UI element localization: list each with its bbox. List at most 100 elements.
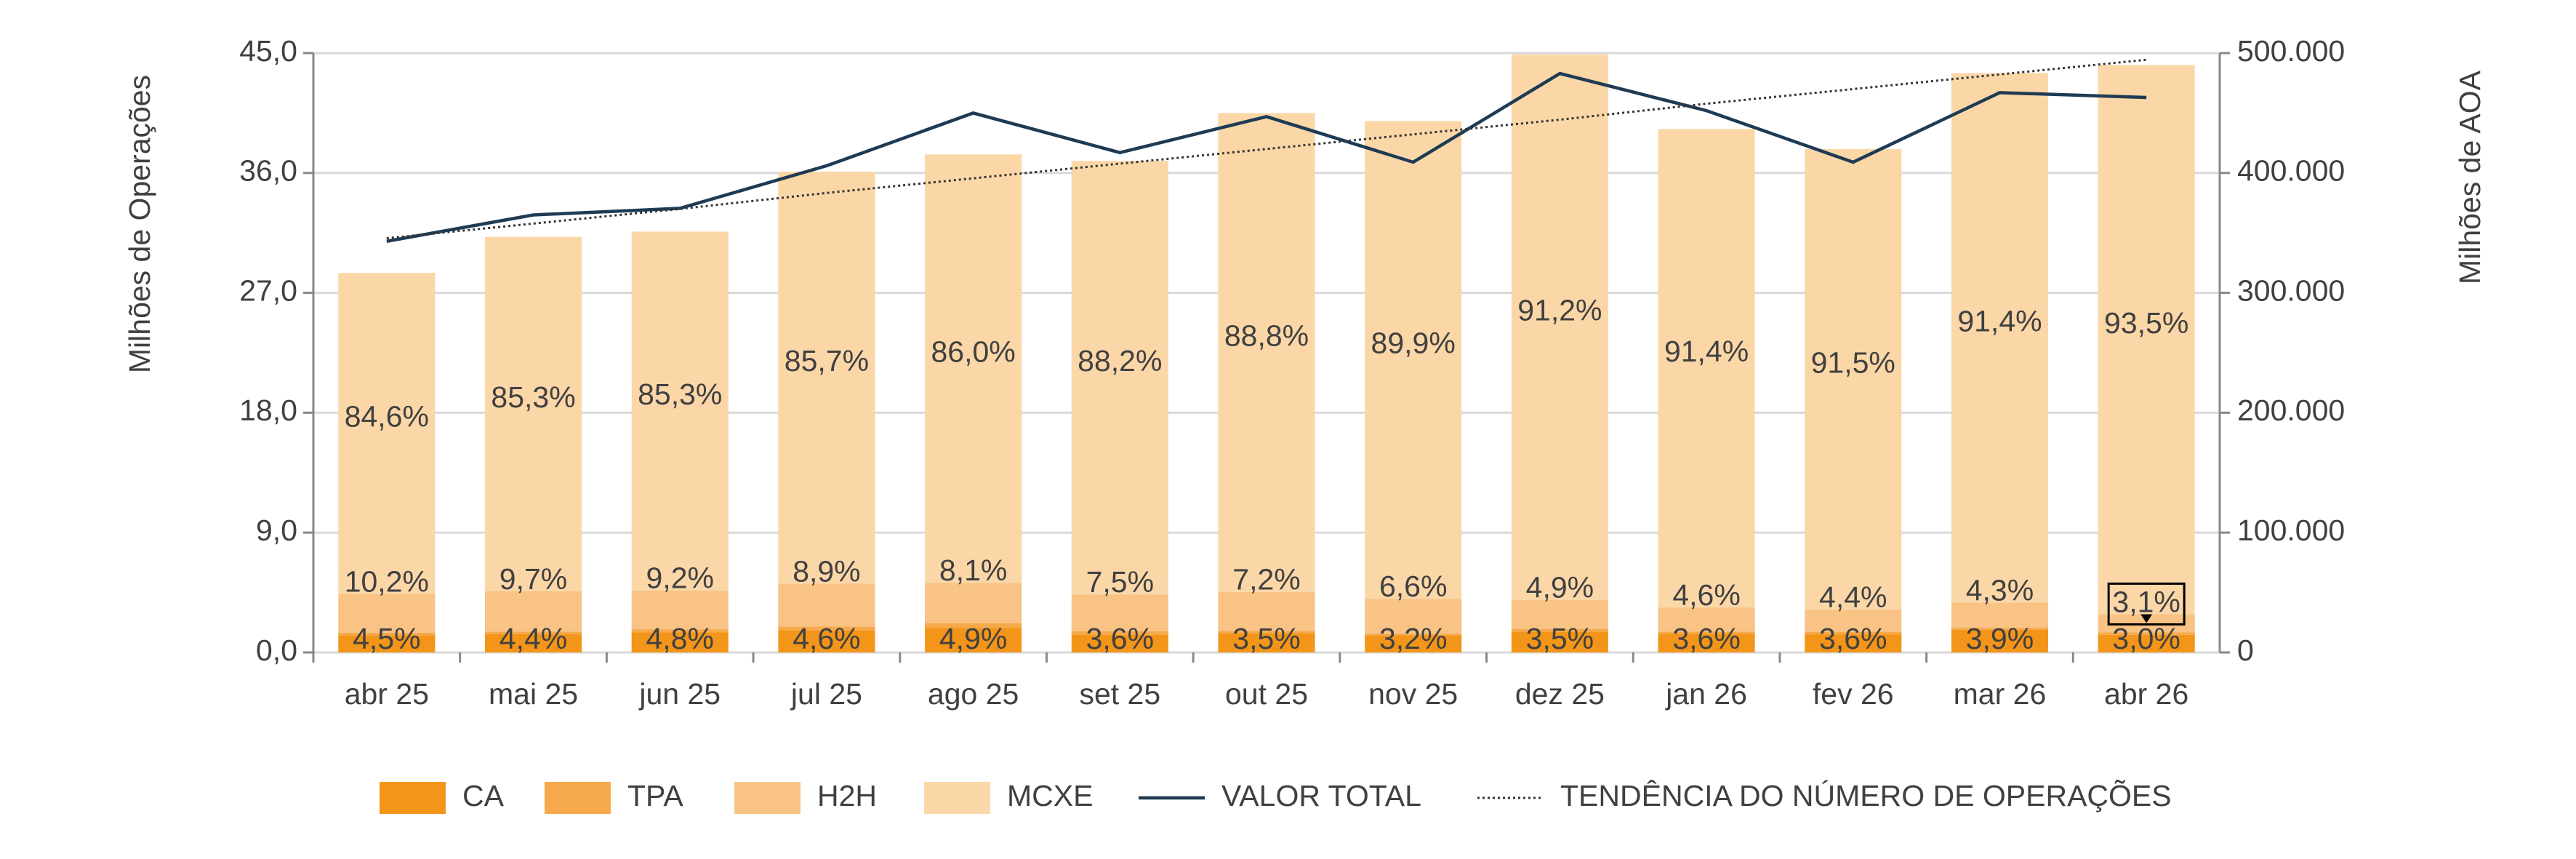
bar-segment [1365, 634, 1462, 636]
share-label: 3,5% [1526, 622, 1594, 655]
bar-segment [1658, 634, 1755, 652]
legend-label: CA [462, 779, 505, 812]
share-label: 93,5% [2104, 306, 2188, 340]
legend-swatch [734, 782, 801, 814]
bar-segment [925, 628, 1022, 652]
share-label: 3,1% [2112, 585, 2180, 618]
bar-segment [2098, 632, 2195, 635]
bar-segment [925, 583, 1022, 623]
bar-segment [1951, 602, 2049, 628]
bar-segment [484, 634, 582, 652]
share-label: 7,5% [1086, 565, 1154, 599]
bar-segment [1658, 129, 1755, 608]
x-tick-label: mai 25 [489, 677, 578, 711]
y2-tick-label: 100.000 [2237, 514, 2345, 547]
share-label: 91,2% [1517, 294, 1602, 327]
share-label: 4,4% [499, 622, 567, 655]
bar-segment [1071, 161, 1168, 595]
share-label: 91,4% [1957, 304, 2042, 337]
bar-segment [484, 591, 582, 632]
bar-segment [925, 154, 1022, 583]
y2-tick-label: 400.000 [2237, 154, 2345, 188]
bar-segment [1071, 631, 1168, 635]
bar-segment [1511, 54, 1608, 600]
bar-segment [631, 231, 729, 591]
y2-tick-label: 0 [2237, 634, 2254, 667]
bar-segment [1511, 631, 1608, 652]
share-label: 8,9% [793, 554, 860, 588]
bar-segment [1951, 73, 2049, 603]
share-label: 86,0% [931, 335, 1015, 369]
bar-segment [1805, 610, 1902, 632]
share-label: 4,8% [646, 622, 714, 655]
bar-segment [1658, 607, 1755, 632]
bar-segment [1071, 634, 1168, 652]
bar-segment [1365, 121, 1462, 599]
share-label: 7,2% [1232, 563, 1300, 596]
share-label: 10,2% [345, 564, 429, 598]
share-label: 9,7% [499, 562, 567, 596]
bar-segment [778, 583, 875, 627]
x-tick-label: mar 26 [1954, 677, 2047, 711]
share-label: 85,3% [638, 377, 722, 411]
x-tick-label: set 25 [1079, 677, 1160, 711]
share-label: 3,9% [1966, 622, 2034, 655]
bar-segment [778, 626, 875, 631]
bar-segment [1805, 631, 1902, 635]
bar-segment [1951, 629, 2049, 652]
bar-segment [1658, 631, 1755, 634]
share-label: 4,9% [1526, 570, 1594, 604]
y-tick-label: 45,0 [239, 34, 297, 68]
share-label: 88,8% [1224, 319, 1309, 352]
bar-segment [484, 236, 582, 591]
share-label: 3,2% [1379, 622, 1447, 655]
share-label: 4,3% [1966, 573, 2034, 607]
x-tick-label: jun 25 [638, 677, 721, 711]
share-label: 4,6% [1672, 578, 1740, 612]
share-label: 9,2% [646, 562, 714, 595]
bar-segment [338, 594, 436, 633]
share-label: 84,6% [345, 400, 429, 434]
annotation-box [2107, 582, 2186, 626]
x-tick-label: jan 26 [1665, 677, 1747, 711]
share-label: 88,2% [1078, 344, 1162, 377]
bar-segment [631, 629, 729, 633]
legend-label: VALOR TOTAL [1221, 779, 1421, 812]
bar-segment [1218, 591, 1315, 631]
y2-axis-title: Milhões de AOA [2453, 70, 2487, 284]
x-tick-label: out 25 [1225, 677, 1308, 711]
share-label: 8,1% [939, 554, 1007, 587]
x-tick-label: abr 25 [345, 677, 429, 711]
bar-segment [1805, 148, 1902, 610]
bar-segment [1218, 633, 1315, 652]
share-label: 3,5% [1232, 622, 1300, 655]
y-tick-label: 27,0 [239, 273, 297, 307]
bar-segment [1365, 599, 1462, 634]
bar-segment [1218, 113, 1315, 592]
y-tick-label: 9,0 [256, 514, 297, 547]
share-label: 3,0% [2112, 622, 2180, 655]
bar-segment [338, 273, 436, 594]
legend-swatch [924, 782, 990, 814]
bar-segment [1511, 628, 1608, 632]
legend-label: TENDÊNCIA DO NÚMERO DE OPERAÇÕES [1560, 779, 2172, 812]
bar-segment [338, 632, 436, 636]
bar-segment [2098, 634, 2195, 652]
bar-segment [925, 623, 1022, 628]
share-label: 85,7% [785, 344, 869, 377]
bar-segment [338, 635, 436, 652]
x-tick-label: abr 26 [2104, 677, 2188, 711]
bar-segment [631, 590, 729, 630]
y-tick-label: 18,0 [239, 393, 297, 427]
share-label: 89,9% [1371, 327, 1456, 360]
bar-segment [1218, 631, 1315, 634]
y2-tick-label: 200.000 [2237, 393, 2345, 427]
share-label: 4,4% [1819, 580, 1887, 614]
share-label: 4,9% [939, 622, 1007, 655]
bar-segment [1951, 627, 2049, 630]
bar-segment [631, 632, 729, 652]
share-label: 6,6% [1379, 570, 1447, 603]
legend-swatch [380, 782, 446, 814]
share-label: 3,6% [1086, 622, 1154, 655]
